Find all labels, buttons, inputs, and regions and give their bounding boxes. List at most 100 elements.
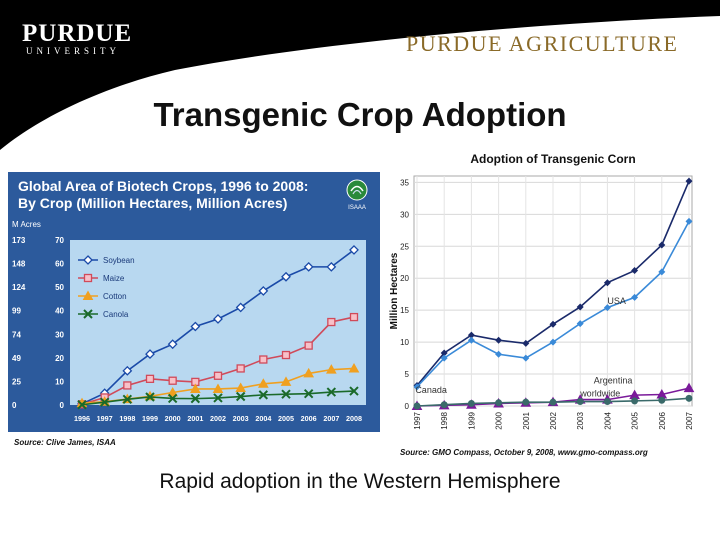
worldwide-point bbox=[495, 336, 503, 344]
usa-point bbox=[685, 217, 693, 225]
canola-point bbox=[303, 388, 314, 399]
year-tick-label: 2003 bbox=[233, 414, 249, 423]
maize-point bbox=[123, 381, 132, 390]
cotton-point bbox=[280, 376, 292, 386]
canada-point bbox=[631, 397, 639, 405]
canada-point bbox=[658, 396, 666, 404]
legend-label-cotton: Cotton bbox=[103, 292, 127, 301]
cotton-point bbox=[348, 362, 360, 373]
corn-y-tick-label: 5 bbox=[405, 370, 410, 379]
corn-y-tick-label: 20 bbox=[400, 274, 409, 283]
usa-point bbox=[413, 383, 421, 391]
soybean-point bbox=[349, 244, 359, 255]
usa-point bbox=[631, 293, 639, 301]
legend-marker-soybean bbox=[83, 255, 93, 265]
corn-x-tick-label: 1999 bbox=[467, 411, 476, 429]
corn-x-tick-label: 1998 bbox=[440, 411, 449, 429]
series-label-canada: Canada bbox=[415, 385, 447, 395]
biotech-crops-chart: M Acres 0 0 10 25 20 49 30 74 40 99 50 124 60 148 70 173… bbox=[12, 220, 366, 423]
canada-point bbox=[576, 398, 584, 406]
cotton-point bbox=[235, 382, 247, 393]
corn-x-tick-label: 2000 bbox=[495, 411, 504, 429]
biotech-chart-title-line1: Global Area of Biotech Crops, 1996 to 20… bbox=[18, 178, 309, 194]
hectare-tick-label: 50 bbox=[55, 283, 64, 292]
year-tick-label: 1997 bbox=[97, 414, 113, 423]
canada-point bbox=[413, 402, 421, 410]
hectare-tick-label: 40 bbox=[55, 307, 64, 316]
cotton-point bbox=[257, 378, 269, 388]
corn-y-tick-label: 0 bbox=[405, 402, 410, 411]
corn-y-tick-label: 25 bbox=[400, 242, 409, 251]
corn-x-tick-label: 2004 bbox=[603, 411, 612, 429]
acre-tick-label: 124 bbox=[12, 283, 26, 292]
acre-tick-label: 148 bbox=[12, 260, 26, 269]
corn-y-tick-label: 10 bbox=[400, 338, 409, 347]
usa-point bbox=[522, 354, 530, 362]
cotton-point bbox=[212, 383, 224, 393]
corn-x-tick-label: 1997 bbox=[413, 411, 422, 429]
canola-point bbox=[235, 391, 246, 402]
corn-x-tick-label: 2001 bbox=[522, 411, 531, 429]
slide-subtitle: Rapid adoption in the Western Hemisphere bbox=[159, 470, 561, 493]
soybean-point bbox=[281, 271, 291, 282]
canada-point bbox=[603, 398, 611, 406]
purdue-logo: PURDUE bbox=[22, 20, 133, 47]
year-tick-label: 1996 bbox=[74, 414, 90, 423]
canada-point bbox=[440, 401, 448, 409]
acre-tick-label: 173 bbox=[12, 236, 26, 245]
hectare-tick-label: 70 bbox=[55, 236, 64, 245]
cotton-point bbox=[189, 383, 201, 393]
year-tick-label: 2005 bbox=[278, 414, 294, 423]
canada-point bbox=[685, 394, 693, 402]
soybean-point bbox=[122, 365, 133, 376]
canola-point bbox=[349, 386, 359, 396]
maize-point bbox=[327, 317, 336, 327]
acres-axis-label: M Acres bbox=[12, 220, 41, 229]
year-tick-label: 2001 bbox=[187, 414, 203, 423]
legend-marker-canola bbox=[83, 309, 93, 319]
corn-x-tick-label: 2007 bbox=[685, 411, 694, 429]
canola-point bbox=[167, 393, 178, 404]
soybean-point bbox=[326, 261, 337, 272]
soybean-point bbox=[235, 302, 246, 313]
usa-point bbox=[576, 320, 584, 328]
maize-point bbox=[349, 312, 359, 322]
acre-tick-label: 0 bbox=[12, 401, 17, 410]
left-chart-source: Source: Clive James, ISAA bbox=[14, 438, 116, 447]
usa-point bbox=[658, 268, 666, 276]
hectare-tick-label: 20 bbox=[55, 354, 64, 363]
right-chart-source: Source: GMO Compass, October 9, 2008, ww… bbox=[400, 448, 648, 457]
corn-chart-title: Adoption of Transgenic Corn bbox=[470, 152, 636, 166]
purdue-agriculture-brand: PURDUE AGRICULTURE bbox=[406, 31, 679, 56]
corn-x-tick-label: 2005 bbox=[631, 411, 640, 429]
usa-point bbox=[603, 304, 611, 312]
canola-point bbox=[145, 392, 155, 402]
year-tick-label: 2007 bbox=[323, 414, 339, 423]
corn-y-tick-label: 35 bbox=[400, 178, 409, 187]
biotech-chart-title: Global Area of Biotech Crops, 1996 to 20… bbox=[18, 178, 308, 212]
corn-y-axis-label: Million Hectares bbox=[389, 252, 400, 329]
canola-point bbox=[258, 390, 269, 400]
corn-y-tick-label: 15 bbox=[400, 306, 409, 315]
worldwide-point bbox=[440, 349, 448, 357]
hectare-tick-label: 60 bbox=[55, 260, 64, 269]
soybean-point bbox=[167, 339, 178, 350]
cotton-point bbox=[167, 386, 179, 397]
soybean-point bbox=[190, 321, 201, 332]
purdue-logo-sub: UNIVERSITY bbox=[26, 46, 120, 56]
acre-tick-label: 49 bbox=[12, 354, 21, 363]
biotech-chart-title-line2: By Crop (Million Hectares, Million Acres… bbox=[18, 195, 288, 211]
series-usa bbox=[413, 217, 693, 391]
canada-point bbox=[549, 398, 557, 406]
cotton-point bbox=[303, 367, 315, 378]
usa-point bbox=[440, 354, 448, 362]
legend-label-canola: Canola bbox=[103, 310, 129, 319]
canola-point bbox=[213, 393, 223, 403]
acre-tick-label: 25 bbox=[12, 377, 21, 386]
worldwide-point bbox=[603, 279, 611, 287]
usa-point bbox=[495, 350, 503, 358]
legend-label-soybean: Soybean bbox=[103, 256, 135, 265]
year-tick-label: 2008 bbox=[346, 414, 362, 423]
isaaa-logo-text: ISAAA bbox=[348, 205, 366, 211]
maize-point bbox=[145, 374, 155, 383]
